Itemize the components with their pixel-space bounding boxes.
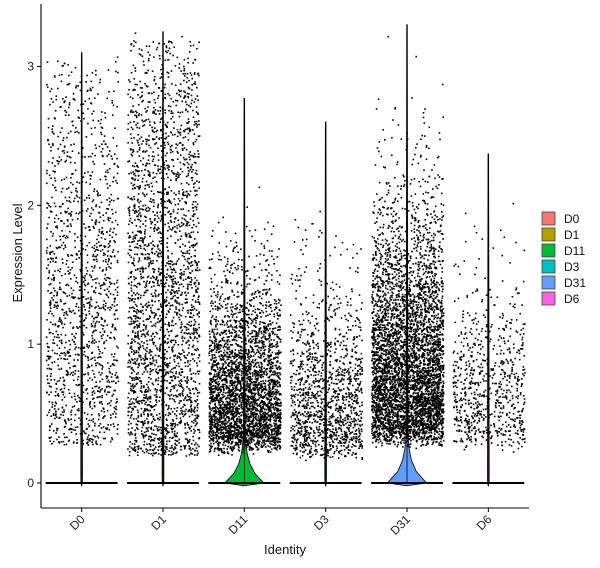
legend-swatch-D31 [541,275,556,290]
x-tick-label-D0: D0 [67,512,88,533]
x-axis: D0 D1 D11 D3 D31 D6 [41,507,529,538]
y-axis: 0 1 2 3 [27,4,42,508]
violin-group-D0 [45,52,120,488]
y-tick-label-2: 2 [27,198,34,212]
violin-group-D31 [371,24,445,487]
points-D11 [208,186,282,456]
y-tick-label-1: 1 [27,337,34,351]
x-tick-label-D1: D1 [148,512,169,533]
legend-label-D0: D0 [564,212,580,226]
y-tick-label-3: 3 [27,59,34,73]
x-tick-label-D6: D6 [474,512,495,533]
points-D6 [452,202,526,453]
legend-label-D3: D3 [564,260,580,274]
plot-area [45,24,526,488]
legend-swatch-D3 [541,259,556,274]
violin-group-D3 [289,121,364,488]
points-D1 [127,32,201,457]
legend-label-D31: D31 [564,276,586,290]
x-tick-label-D11: D11 [226,512,251,537]
legend-swatch-D6 [541,291,556,306]
violin-group-D11 [208,98,282,487]
points-D3 [289,210,364,462]
y-tick-label-0: 0 [27,476,34,490]
legend: D0 D1 D11 D3 D31 D6 [541,211,586,306]
x-tick-label-D31: D31 [388,512,414,538]
x-tick-label-D3: D3 [311,512,332,533]
violin-group-D6 [452,153,526,488]
violin-group-D1 [127,31,201,488]
points-D0 [45,56,120,446]
legend-swatch-D0 [541,211,556,226]
legend-swatch-D1 [541,227,556,242]
legend-label-D1: D1 [564,228,580,242]
legend-label-D6: D6 [564,292,580,306]
x-axis-title: Identity [264,542,306,557]
y-axis-title: Expression Level [10,203,25,302]
legend-label-D11: D11 [564,244,585,258]
legend-swatch-D11 [541,243,556,258]
points-D31 [371,35,445,450]
